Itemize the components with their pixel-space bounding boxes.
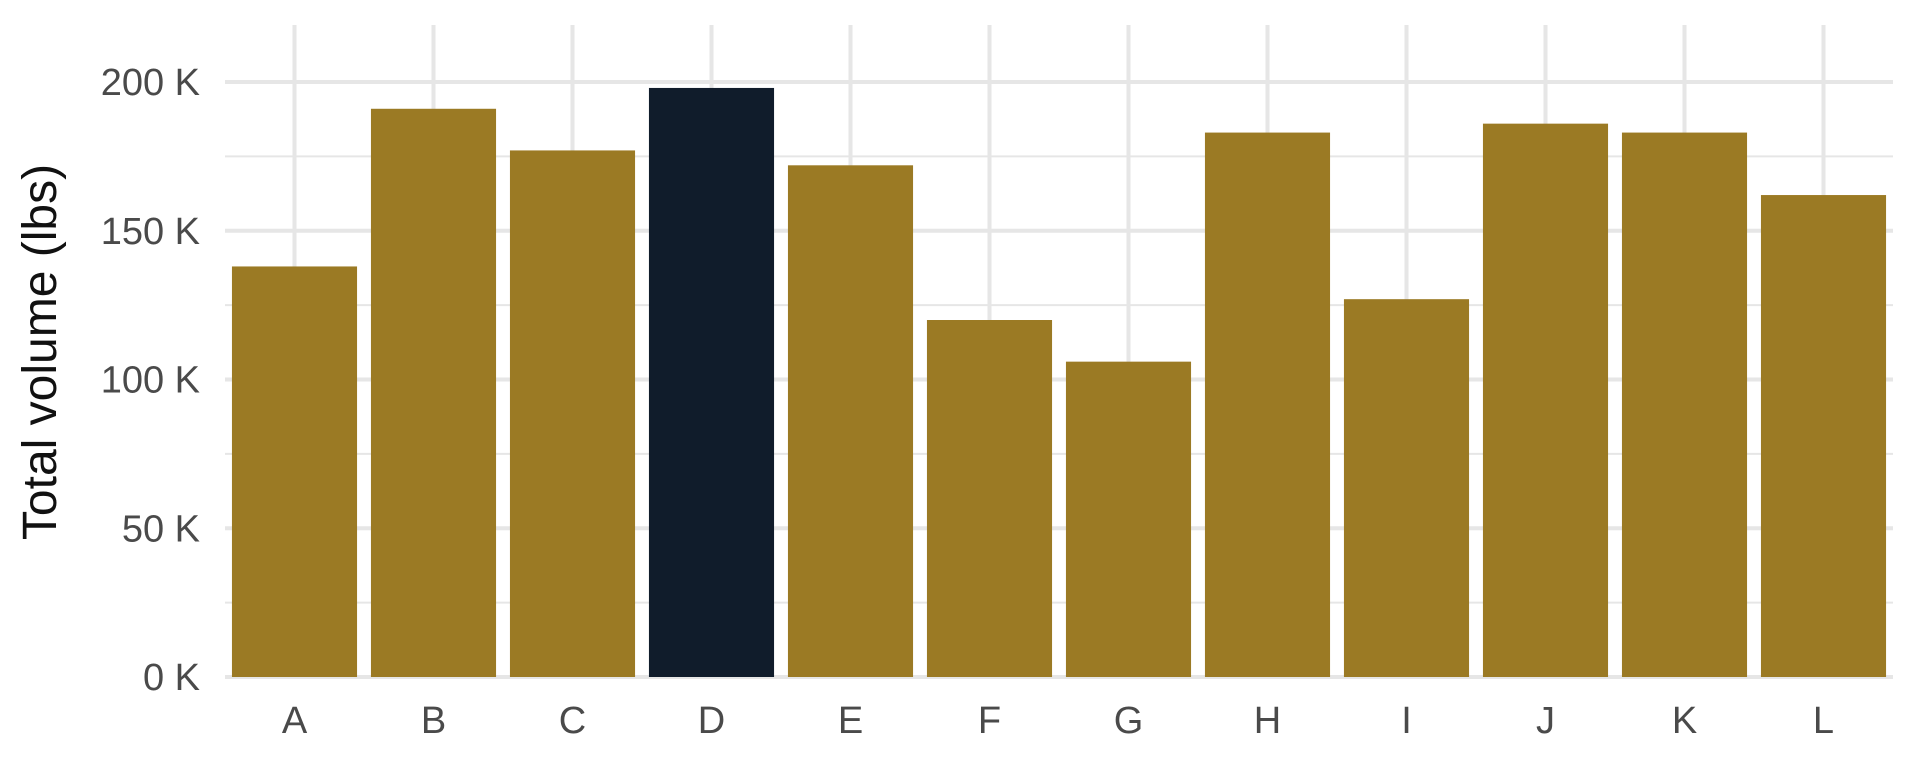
bar-g — [1065, 361, 1192, 677]
x-tick-label: B — [421, 700, 446, 742]
x-tick-label: E — [838, 700, 863, 742]
y-tick-label: 200 K — [101, 62, 200, 104]
bar-j — [1482, 123, 1609, 677]
x-tick-label: D — [698, 700, 725, 742]
bars-layer — [231, 87, 1887, 678]
x-tick-label: L — [1813, 700, 1834, 742]
y-tick-label: 0 K — [143, 657, 200, 699]
bar-l — [1760, 195, 1887, 678]
bar-e — [787, 165, 914, 678]
y-axis-ticks: 0 K 50 K 100 K 150 K 200 K — [101, 62, 200, 699]
y-axis-title: Total volume (lbs) — [14, 164, 67, 540]
x-tick-label: G — [1114, 700, 1144, 742]
y-tick-label: 50 K — [122, 508, 200, 550]
x-tick-label: H — [1254, 700, 1281, 742]
x-axis-ticks: A B C D E F G H I J K L — [282, 700, 1834, 742]
bar-h — [1204, 132, 1331, 677]
y-tick-label: 100 K — [101, 360, 200, 402]
bar-a — [231, 266, 358, 677]
bar-k — [1621, 132, 1748, 677]
bar-c — [509, 150, 636, 678]
bar-b — [370, 108, 497, 677]
bar-d — [648, 87, 775, 677]
bar-i — [1343, 299, 1470, 677]
bar-f — [926, 320, 1053, 677]
x-tick-label: I — [1401, 700, 1412, 742]
x-tick-label: J — [1536, 700, 1555, 742]
x-tick-label: F — [978, 700, 1001, 742]
x-tick-label: C — [559, 700, 586, 742]
x-tick-label: K — [1672, 700, 1697, 742]
x-tick-label: A — [282, 700, 308, 742]
y-tick-label: 150 K — [101, 211, 200, 253]
